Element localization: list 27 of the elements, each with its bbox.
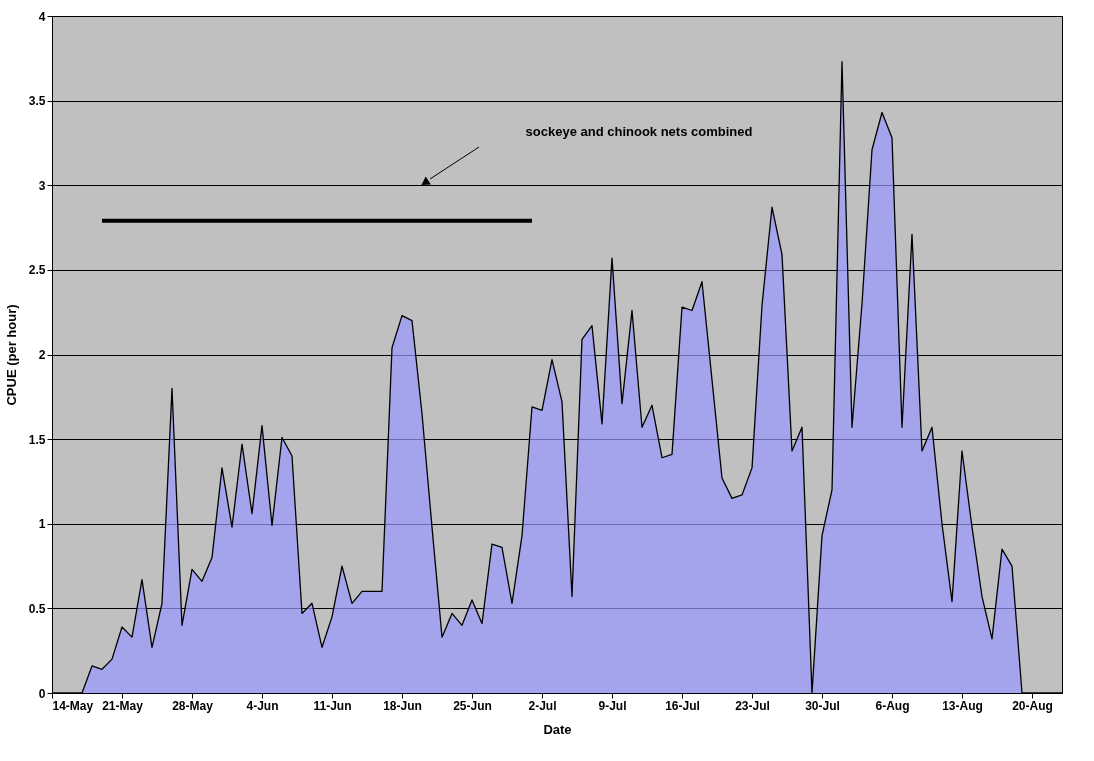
y-axis-title: CPUE (per hour) [3,304,19,406]
x-tick-label: 20-Aug [1012,698,1053,713]
x-tick-label: 6-Aug [875,698,910,713]
x-tick-label: 14-May [52,698,94,713]
y-tick-label: 0.5 [28,601,46,616]
x-tick-label: 16-Jul [665,698,700,713]
x-tick-label: 9-Jul [598,698,627,713]
y-tick-label: 3.5 [28,94,46,109]
y-tick-label: 1 [38,517,46,532]
y-tick-label: 4 [38,9,46,24]
x-tick-label: 11-Jun [313,698,352,713]
x-tick-label: 2-Jul [528,698,557,713]
y-tick-label: 1.5 [28,432,46,447]
x-tick-label: 25-Jun [453,698,492,713]
x-tick-label: 13-Aug [942,698,983,713]
x-tick-label: 4-Jun [246,698,279,713]
x-tick-label: 23-Jul [735,698,770,713]
y-tick-label: 2.5 [28,263,46,278]
x-tick-label: 28-May [172,698,214,713]
x-axis-title: Date [543,721,572,737]
x-tick-label: 30-Jul [805,698,840,713]
x-tick-label: 18-Jun [383,698,422,713]
y-tick-label: 2 [38,348,46,362]
x-tick-label: 21-May [102,698,144,713]
y-tick-label: 0 [38,686,46,701]
annotation: sockeye and chinook nets combined [525,124,753,139]
y-tick-label: 3 [38,178,46,193]
